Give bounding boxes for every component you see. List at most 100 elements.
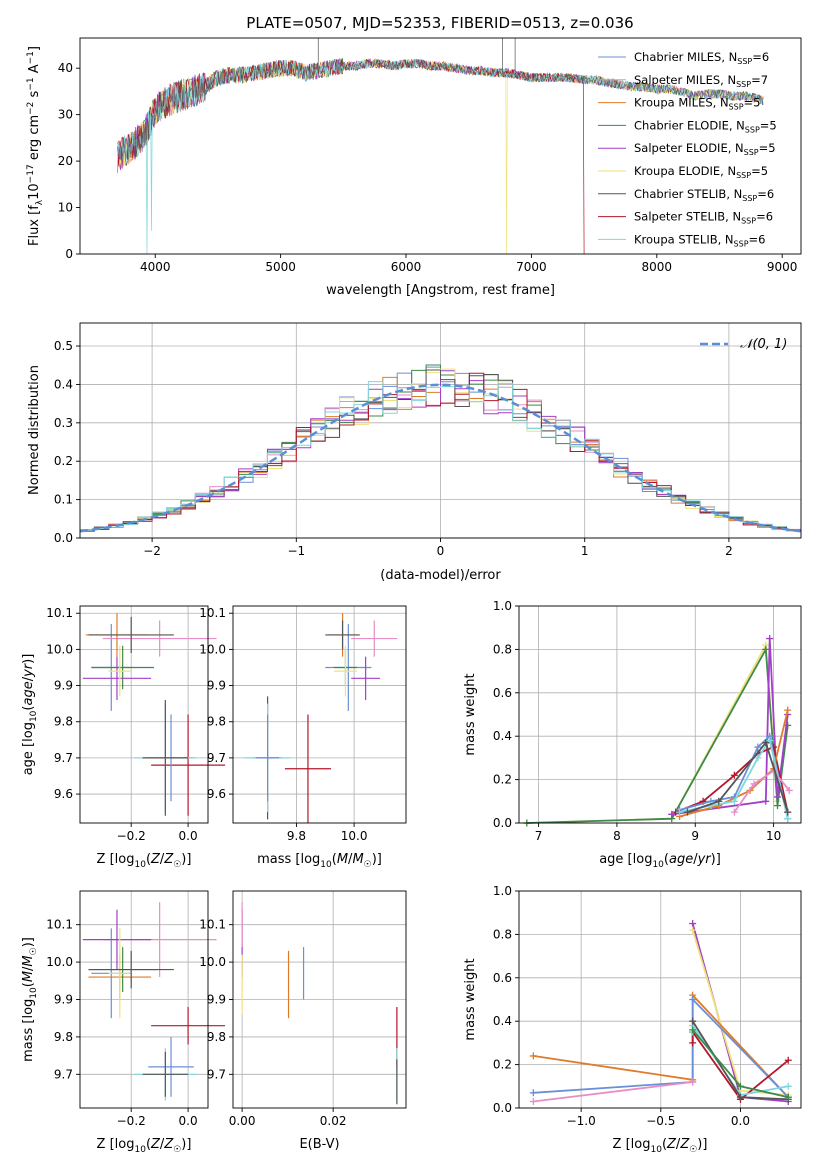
weight-marker xyxy=(730,771,738,779)
axes-frame xyxy=(79,605,209,824)
y-tick-label: 10.1 xyxy=(46,918,73,932)
y-axis-label: mass weight xyxy=(463,958,478,1040)
y-tick-label: 9.8 xyxy=(207,1030,226,1044)
x-tick-label: 0.02 xyxy=(320,1114,347,1128)
plot-area-residuals xyxy=(80,364,801,533)
axes-frame xyxy=(518,890,802,1109)
weight-marker xyxy=(762,645,770,653)
label-part: Z xyxy=(666,1137,677,1152)
axes-frame xyxy=(232,605,407,824)
x-tick-label: 1 xyxy=(581,544,589,558)
label-part: )] xyxy=(21,937,36,947)
legend-label-sub: SSP xyxy=(729,103,744,112)
weight-marker xyxy=(784,815,792,823)
weight-marker xyxy=(784,808,792,816)
panel-mass-ebv: 0.00 0.02 9.7 9.8 9.9 10.0 10.1 E(B-V) xyxy=(199,890,407,1152)
x-tick-label: −2 xyxy=(143,544,161,558)
y-axis-label: age [log10(age/yr)] xyxy=(21,654,39,776)
label-part: −1 xyxy=(26,51,36,64)
x-axis-label: E(B-V) xyxy=(299,1137,339,1152)
label-part: ☉ xyxy=(689,1145,697,1155)
y-tick-label: 9.7 xyxy=(207,751,226,765)
legend-label-main: Salpeter ELODIE, N xyxy=(634,141,744,155)
panel-age-Z: −0.2 0.09.69.79.89.910.010.1Z [log10(Z/Z☉… xyxy=(21,605,226,870)
label-part: yr xyxy=(697,852,713,867)
label-part: −1 xyxy=(26,77,36,90)
x-tick-label: 10.0 xyxy=(341,829,368,843)
y-tick-label: 0.4 xyxy=(54,377,73,391)
x-axis-label: mass [log10(M/M☉)] xyxy=(257,852,382,870)
x-tick-label: −0.2 xyxy=(117,829,146,843)
label-part: λ xyxy=(35,199,45,205)
weight-marker xyxy=(730,808,738,816)
label-part: )] xyxy=(697,1137,707,1152)
x-tick-label: −0.2 xyxy=(117,1114,146,1128)
label-part: 10 xyxy=(29,987,39,999)
weight-line xyxy=(687,740,789,813)
plot-area-spectrum xyxy=(117,38,764,254)
legend-label: Salpeter ELODIE, NSSP=5 xyxy=(634,141,776,157)
x-tick-label: 8000 xyxy=(642,260,673,274)
weight-marker xyxy=(784,1093,792,1101)
y-tick-label: 9.7 xyxy=(54,751,73,765)
panel-weight-Z: −1.0 −0.5 0.00.00.20.40.60.81.0Z [log10(Z/… xyxy=(463,884,802,1155)
weight-marker xyxy=(689,1026,697,1034)
y-tick-label: 0.1 xyxy=(54,493,73,507)
weight-marker xyxy=(689,1017,697,1025)
y-tick-label: 9.9 xyxy=(54,679,73,693)
y-tick-label: 40 xyxy=(58,61,73,75)
x-tick-label: 2 xyxy=(725,544,733,558)
y-tick-label: 10.0 xyxy=(46,642,73,656)
legend-label-tail: =5 xyxy=(760,118,777,132)
y-tick-label: 10.0 xyxy=(199,642,226,656)
weight-marker xyxy=(784,706,792,714)
weight-marker xyxy=(689,920,697,928)
plot-area-age-mass xyxy=(244,613,398,823)
legend-label-tail: =6 xyxy=(752,50,769,64)
legend-label: Chabrier MILES, NSSP=6 xyxy=(634,50,769,66)
label-part: Z xyxy=(163,852,174,867)
label-part: Z xyxy=(150,1137,161,1152)
label-part: Z xyxy=(163,1137,174,1152)
y-tick-label: 9.7 xyxy=(207,1067,226,1081)
label-part: mass [log xyxy=(257,852,320,867)
label-part: / xyxy=(348,852,353,867)
label-part: A xyxy=(27,64,42,77)
weight-marker xyxy=(762,797,770,805)
label-part: Flux [f xyxy=(27,205,42,246)
legend-label-main: Kroupa MILES, N xyxy=(634,96,729,110)
label-part: ( xyxy=(21,982,36,987)
legend-label-main: Chabrier STELIB, N xyxy=(634,187,742,201)
y-axis-label: mass [log10(M/M☉)] xyxy=(21,937,39,1062)
weight-marker xyxy=(529,1097,537,1105)
label-part: age xyxy=(669,852,693,867)
weight-marker xyxy=(766,737,774,745)
y-tick-label: 0.2 xyxy=(54,454,73,468)
label-part: age [log xyxy=(599,852,652,867)
label-part: / xyxy=(676,1137,681,1152)
x-tick-label: 0.0 xyxy=(179,829,198,843)
y-tick-label: 9.6 xyxy=(54,787,73,801)
x-axis-label: wavelength [Angstrom, rest frame] xyxy=(326,283,555,298)
legend-label: Chabrier ELODIE, NSSP=5 xyxy=(634,118,777,134)
label-part: Z xyxy=(150,852,161,867)
legend-label-main: Salpeter MILES, N xyxy=(634,73,736,87)
plot-area-weight-age xyxy=(523,635,793,827)
y-tick-label: 10 xyxy=(58,201,73,215)
weight-marker xyxy=(689,1039,697,1047)
y-tick-label: 9.9 xyxy=(54,993,73,1007)
x-tick-label: 7 xyxy=(535,829,543,843)
x-tick-label: 5000 xyxy=(265,260,296,274)
label-part: ☉ xyxy=(364,860,372,870)
label-part: age xyxy=(21,681,36,705)
x-tick-label: 10 xyxy=(766,829,781,843)
label-part: age [log xyxy=(21,722,36,775)
label-part: )] xyxy=(181,852,191,867)
label-part: Z [log xyxy=(613,1137,651,1152)
x-tick-label: −1.0 xyxy=(567,1114,596,1128)
label-part: )] xyxy=(711,852,721,867)
legend-label-sub: SSP xyxy=(736,80,751,89)
legend-label-sub: SSP xyxy=(734,239,749,248)
